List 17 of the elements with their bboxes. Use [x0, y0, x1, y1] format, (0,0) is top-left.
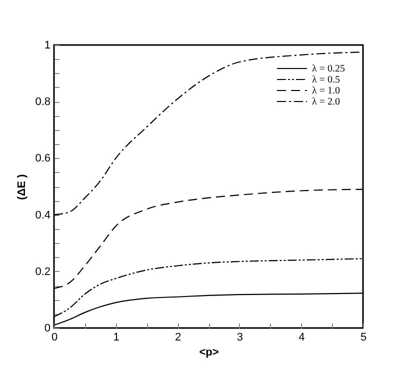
- legend-label: λ = 1.0: [312, 86, 340, 96]
- x-tick-label: 4: [298, 332, 305, 344]
- x-axis-title: <p>: [199, 346, 219, 358]
- y-tick-label: 0.6: [35, 152, 50, 165]
- y-tick-label: 0.4: [35, 209, 50, 222]
- y-tick-label: 0.2: [35, 266, 50, 278]
- y-axis-title: (ΔE ): [16, 174, 28, 200]
- x-tick-label: 2: [175, 332, 182, 344]
- legend-label: λ = 0.25: [312, 64, 345, 74]
- x-tick-label: 3: [236, 332, 243, 344]
- y-tick-label: 1: [44, 40, 50, 52]
- legend-label: λ = 2.0: [312, 96, 340, 108]
- legend-label: λ = 0.5: [312, 74, 340, 86]
- x-tick-label: 5: [360, 332, 367, 344]
- y-tick-label: 0: [44, 322, 50, 334]
- x-tick-label: 1: [113, 332, 120, 344]
- y-tick-label: 0.8: [35, 96, 50, 108]
